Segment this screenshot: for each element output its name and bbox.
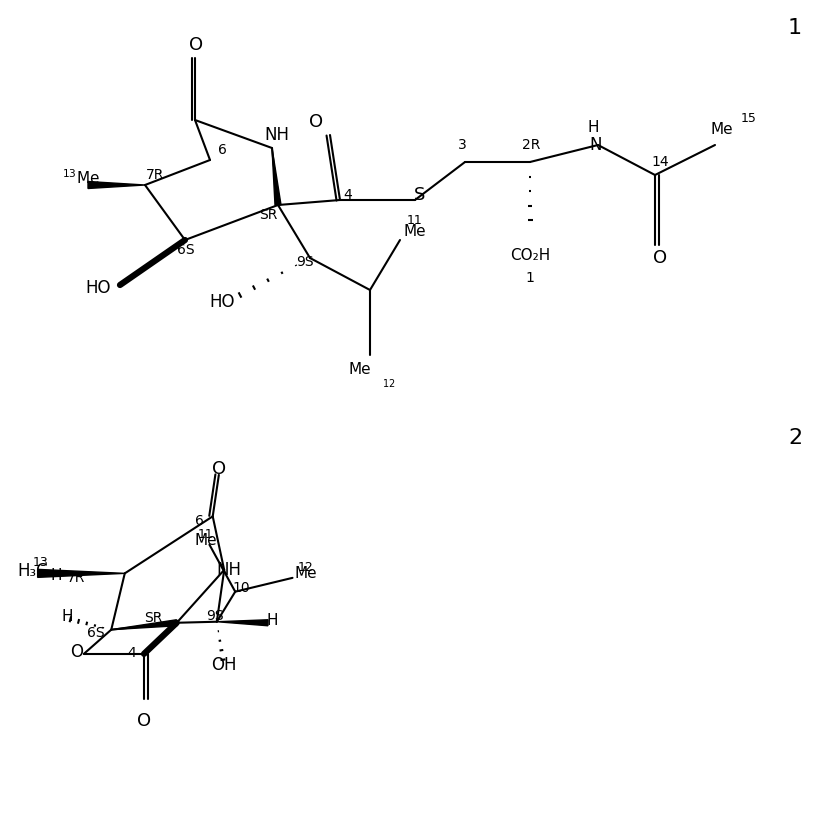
Text: 7R: 7R bbox=[146, 168, 164, 182]
Text: $^{13}$Me: $^{13}$Me bbox=[62, 168, 100, 187]
Text: Me: Me bbox=[403, 225, 427, 239]
Text: NH: NH bbox=[217, 561, 242, 579]
Text: 6: 6 bbox=[196, 514, 204, 527]
Text: 12: 12 bbox=[298, 561, 314, 574]
Text: O: O bbox=[70, 643, 83, 661]
Text: 4: 4 bbox=[344, 188, 352, 202]
Text: 11: 11 bbox=[197, 527, 213, 540]
Text: S: S bbox=[414, 186, 426, 204]
Text: CO₂H: CO₂H bbox=[510, 247, 550, 262]
Text: SR: SR bbox=[259, 208, 277, 222]
Text: Me: Me bbox=[710, 122, 733, 138]
Text: 3: 3 bbox=[458, 138, 466, 152]
Text: O: O bbox=[212, 460, 226, 478]
Text: 10: 10 bbox=[233, 581, 250, 595]
Text: 7R: 7R bbox=[68, 571, 86, 584]
Text: Me: Me bbox=[349, 362, 371, 378]
Text: HO: HO bbox=[85, 279, 111, 297]
Text: 9S: 9S bbox=[296, 255, 314, 269]
Text: 14: 14 bbox=[651, 155, 669, 169]
Polygon shape bbox=[88, 182, 145, 189]
Text: 11: 11 bbox=[407, 213, 423, 226]
Text: H: H bbox=[50, 568, 62, 584]
Polygon shape bbox=[111, 619, 177, 630]
Text: 2: 2 bbox=[788, 428, 802, 448]
Text: 13: 13 bbox=[33, 557, 49, 570]
Text: $_{12}$: $_{12}$ bbox=[382, 376, 395, 390]
Text: 9S: 9S bbox=[206, 609, 224, 623]
Text: HO: HO bbox=[210, 293, 235, 311]
Text: 6S: 6S bbox=[177, 243, 195, 257]
Text: O: O bbox=[189, 36, 203, 54]
Text: O: O bbox=[653, 249, 667, 267]
Polygon shape bbox=[272, 148, 281, 205]
Text: 6S: 6S bbox=[87, 626, 105, 640]
Polygon shape bbox=[38, 569, 125, 577]
Text: 6: 6 bbox=[218, 143, 226, 157]
Text: 15: 15 bbox=[741, 112, 757, 125]
Polygon shape bbox=[217, 619, 268, 626]
Text: H: H bbox=[266, 613, 278, 628]
Text: 1: 1 bbox=[788, 18, 802, 38]
Text: Me: Me bbox=[295, 566, 318, 581]
Text: NH: NH bbox=[265, 126, 290, 144]
Text: Me: Me bbox=[194, 533, 217, 548]
Text: H: H bbox=[62, 609, 73, 624]
Text: 1: 1 bbox=[526, 271, 535, 285]
Text: 2R: 2R bbox=[521, 138, 540, 152]
Text: N: N bbox=[590, 136, 602, 154]
Text: OH: OH bbox=[211, 656, 237, 674]
Text: H₃C: H₃C bbox=[17, 562, 48, 580]
Text: SR: SR bbox=[144, 611, 163, 625]
Text: O: O bbox=[137, 712, 151, 730]
Text: 4: 4 bbox=[128, 646, 136, 660]
Text: H: H bbox=[587, 120, 599, 135]
Text: O: O bbox=[309, 113, 323, 131]
